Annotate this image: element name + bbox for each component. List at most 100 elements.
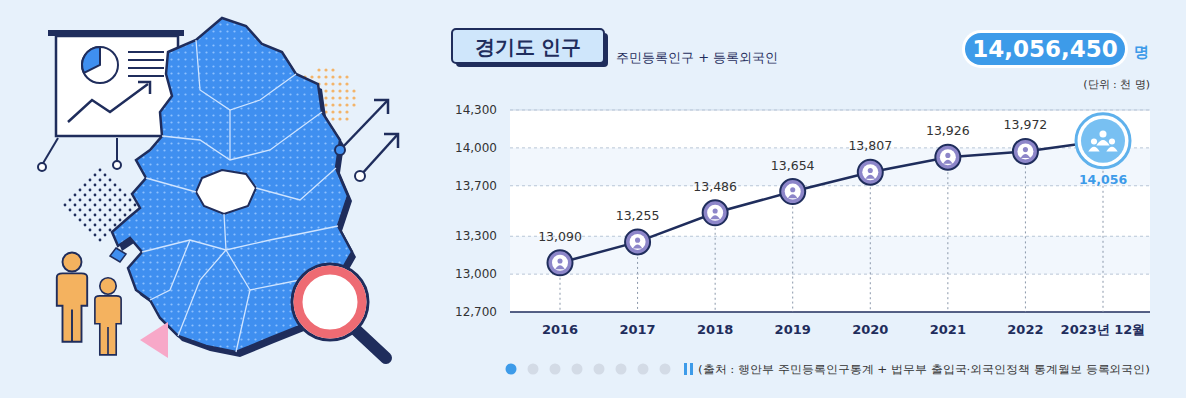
marker-icon-body [710, 215, 720, 219]
deco-dot [345, 89, 348, 92]
deco-dot [104, 234, 107, 237]
deco-arrow-head [384, 134, 398, 148]
person [95, 278, 121, 355]
deco-dot [134, 204, 137, 207]
drop-line [1025, 151, 1026, 312]
map-border [178, 214, 226, 336]
plot-band [510, 110, 1150, 148]
person-leg [71, 310, 73, 342]
deco-dot [345, 96, 348, 99]
deco-dot [99, 219, 102, 222]
pager-dot [550, 364, 561, 375]
marker-inner [707, 205, 723, 221]
deco-dot [317, 68, 320, 71]
marker-inner [862, 164, 878, 180]
deco-dot [352, 89, 355, 92]
x-tick-label: 2020 [852, 322, 888, 337]
deco-dot [94, 214, 97, 217]
deco-dot [89, 179, 92, 182]
deco-dot [109, 189, 112, 192]
deco-dot [89, 219, 92, 222]
deco-dot [114, 224, 117, 227]
marker-icon-body [1096, 140, 1109, 146]
board-line [128, 51, 164, 53]
deco-dot [331, 75, 334, 78]
deco-dot [324, 75, 327, 78]
deco-dot [310, 75, 313, 78]
y-tick-label: 13,000 [455, 267, 497, 281]
deco-dot [104, 214, 107, 217]
deco-dot [84, 224, 87, 227]
data-label: 13,654 [771, 158, 815, 173]
deco-dot [99, 209, 102, 212]
marker-inner [785, 184, 801, 200]
deco-dot [345, 82, 348, 85]
plot-band [510, 236, 1150, 274]
pager-dot [616, 364, 627, 375]
map-border [196, 40, 296, 110]
x-tick-label: 2018 [697, 322, 733, 337]
deco-dot [94, 204, 97, 207]
deco-dot [345, 110, 348, 113]
subtitle: 주민등록인구 + 등록외국인 [616, 50, 778, 65]
deco-dot [331, 110, 334, 113]
deco-dot [99, 239, 102, 242]
board-leg [116, 138, 118, 162]
x-tick-label: 2023년 12월 [1061, 322, 1146, 337]
map-border [150, 240, 190, 300]
deco-dot [79, 209, 82, 212]
plot-band [510, 274, 1150, 312]
deco-dot [331, 117, 334, 120]
y-tick-label: 13,300 [455, 229, 497, 243]
board-pie-slice [82, 47, 100, 73]
deco-dot [94, 234, 97, 237]
deco-dot [338, 82, 341, 85]
deco-dot [338, 103, 341, 106]
deco-dot [94, 194, 97, 197]
map-border [142, 226, 338, 252]
deco-dot [124, 204, 127, 207]
deco-dot [324, 103, 327, 106]
data-label: 13,972 [1004, 117, 1048, 132]
data-marker [935, 145, 960, 170]
deco-dot [124, 194, 127, 197]
deco-dot [64, 204, 67, 207]
deco-dot [352, 103, 355, 106]
pager-dot [506, 364, 517, 375]
x-tick-label: 2016 [542, 322, 578, 337]
unit: (단위 : 천 명) [1083, 78, 1150, 91]
deco-dot [338, 110, 341, 113]
deco-dot [89, 189, 92, 192]
deco-dot [99, 189, 102, 192]
person-head [63, 253, 82, 272]
drop-line [947, 157, 948, 312]
plot-band [510, 148, 1150, 186]
map-island [110, 248, 126, 262]
x-tick-label: 2019 [775, 322, 811, 337]
deco-dot [79, 199, 82, 202]
grid-line [510, 110, 1150, 111]
deco-dot [338, 96, 341, 99]
deco-dot [109, 199, 112, 202]
y-tick-label: 14,000 [455, 141, 497, 155]
deco-dot [109, 179, 112, 182]
grid-line [510, 185, 1150, 186]
marker-icon-head [557, 258, 562, 263]
data-marker [548, 250, 573, 275]
pager-dot [528, 364, 539, 375]
source: (출처 : 행안부 주민등록인구통계 + 법무부 출입국·외국인정책 통계월보 … [698, 363, 1150, 376]
deco-dot [89, 229, 92, 232]
marker-icon-head [1091, 138, 1097, 144]
deco-dot [89, 209, 92, 212]
marker-icon-head [1109, 138, 1115, 144]
pager-dot [572, 364, 583, 375]
deco-dot [109, 219, 112, 222]
person-body [95, 296, 121, 355]
data-label: 13,486 [693, 179, 737, 194]
magnifier-rim [292, 264, 368, 340]
deco-dot [331, 82, 334, 85]
total: 14,056,450 [972, 36, 1118, 62]
board-foot [113, 161, 121, 169]
deco-dot [317, 75, 320, 78]
deco-dot [345, 103, 348, 106]
